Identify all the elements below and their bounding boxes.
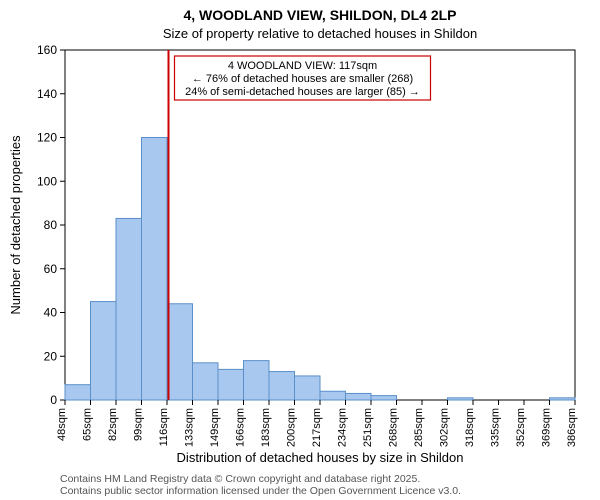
y-tick-label: 0 [50, 393, 57, 407]
histogram-bar [550, 398, 576, 400]
x-tick-label: 217sqm [311, 408, 323, 447]
histogram-bar [295, 376, 321, 400]
histogram-bar [346, 393, 372, 400]
y-tick-label: 80 [44, 218, 58, 232]
y-tick-label: 40 [44, 306, 58, 320]
histogram-bar [65, 385, 91, 400]
y-tick-label: 120 [37, 131, 57, 145]
histogram-bar [193, 363, 219, 400]
footer-line2: Contains public sector information licen… [60, 485, 461, 497]
y-axis-label: Number of detached properties [8, 135, 23, 315]
x-axis-label: Distribution of detached houses by size … [177, 450, 464, 465]
chart-title-line2: Size of property relative to detached ho… [163, 26, 477, 41]
x-tick-label: 335sqm [490, 408, 502, 447]
x-tick-label: 234sqm [337, 408, 349, 447]
histogram-bar [244, 361, 270, 400]
x-tick-label: 251sqm [362, 408, 374, 447]
footer-line1: Contains HM Land Registry data © Crown c… [60, 473, 420, 485]
x-tick-label: 302sqm [439, 408, 451, 447]
chart-svg: 4, WOODLAND VIEW, SHILDON, DL4 2LP Size o… [0, 0, 600, 500]
x-tick-label: 116sqm [158, 408, 170, 446]
x-tick-label: 133sqm [184, 408, 196, 447]
x-tick-label: 268sqm [388, 408, 400, 447]
annotation-line1: 4 WOODLAND VIEW: 117sqm [228, 60, 377, 72]
x-tick-label: 149sqm [209, 408, 221, 447]
x-tick-label: 200sqm [286, 408, 298, 447]
x-tick-label: 65sqm [82, 408, 94, 441]
histogram-bar [371, 396, 397, 400]
histogram-bar [448, 398, 474, 400]
x-tick-label: 183sqm [260, 408, 272, 447]
x-tick-label: 369sqm [541, 408, 553, 447]
histogram-bar [269, 372, 295, 400]
y-tick-label: 140 [37, 87, 57, 101]
y-tick-label: 20 [44, 349, 58, 363]
y-tick-label: 60 [44, 262, 58, 276]
x-tick-label: 318sqm [464, 408, 476, 447]
annotation-line3: 24% of semi-detached houses are larger (… [185, 86, 420, 98]
x-tick-label: 99sqm [133, 408, 145, 441]
y-tick-label: 100 [37, 174, 57, 188]
histogram-bar [167, 304, 193, 400]
x-tick-label: 82sqm [107, 408, 119, 441]
histogram-bar [320, 391, 346, 400]
histogram-bar [91, 302, 117, 400]
chart-container: 4, WOODLAND VIEW, SHILDON, DL4 2LP Size o… [0, 0, 600, 500]
chart-title-line1: 4, WOODLAND VIEW, SHILDON, DL4 2LP [183, 7, 456, 23]
histogram-bar [116, 218, 142, 400]
histogram-bar [142, 138, 168, 401]
x-tick-label: 352sqm [515, 408, 527, 447]
x-tick-label: 48sqm [56, 408, 68, 441]
histogram-bar [218, 369, 244, 400]
x-tick-label: 166sqm [235, 408, 247, 447]
x-tick-label: 386sqm [566, 408, 578, 447]
annotation-line2: ← 76% of detached houses are smaller (26… [192, 73, 413, 85]
y-tick-label: 160 [37, 43, 57, 57]
x-tick-label: 285sqm [413, 408, 425, 447]
